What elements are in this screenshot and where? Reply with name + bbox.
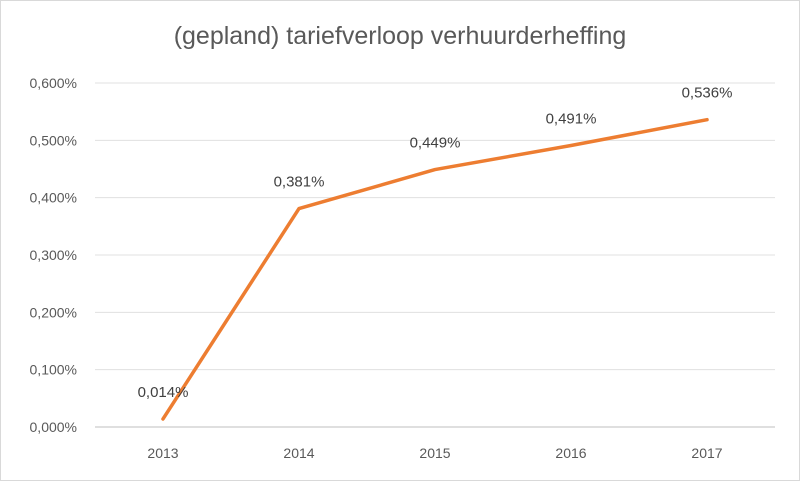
y-tick-label: 0,600% — [30, 75, 77, 91]
data-label: 0,536% — [682, 85, 733, 102]
y-tick-label: 0,400% — [30, 190, 77, 206]
x-tick-label: 2016 — [555, 445, 586, 461]
data-label: 0,491% — [546, 110, 597, 127]
data-label: 0,381% — [274, 174, 325, 191]
x-tick-label: 2014 — [283, 445, 314, 461]
y-tick-label: 0,300% — [30, 247, 77, 263]
data-label: 0,449% — [410, 135, 461, 152]
x-tick-label: 2013 — [147, 445, 178, 461]
x-tick-label: 2017 — [691, 445, 722, 461]
series-line — [161, 117, 709, 421]
y-tick-label: 0,200% — [30, 304, 77, 320]
y-tick-label: 0,500% — [30, 132, 77, 148]
y-tick-label: 0,000% — [30, 419, 77, 435]
chart-title: (gepland) tariefverloop verhuurderheffin… — [173, 22, 627, 50]
y-tick-label: 0,100% — [30, 362, 77, 378]
x-tick-label: 2015 — [419, 445, 450, 461]
data-label: 0,014% — [138, 384, 189, 401]
